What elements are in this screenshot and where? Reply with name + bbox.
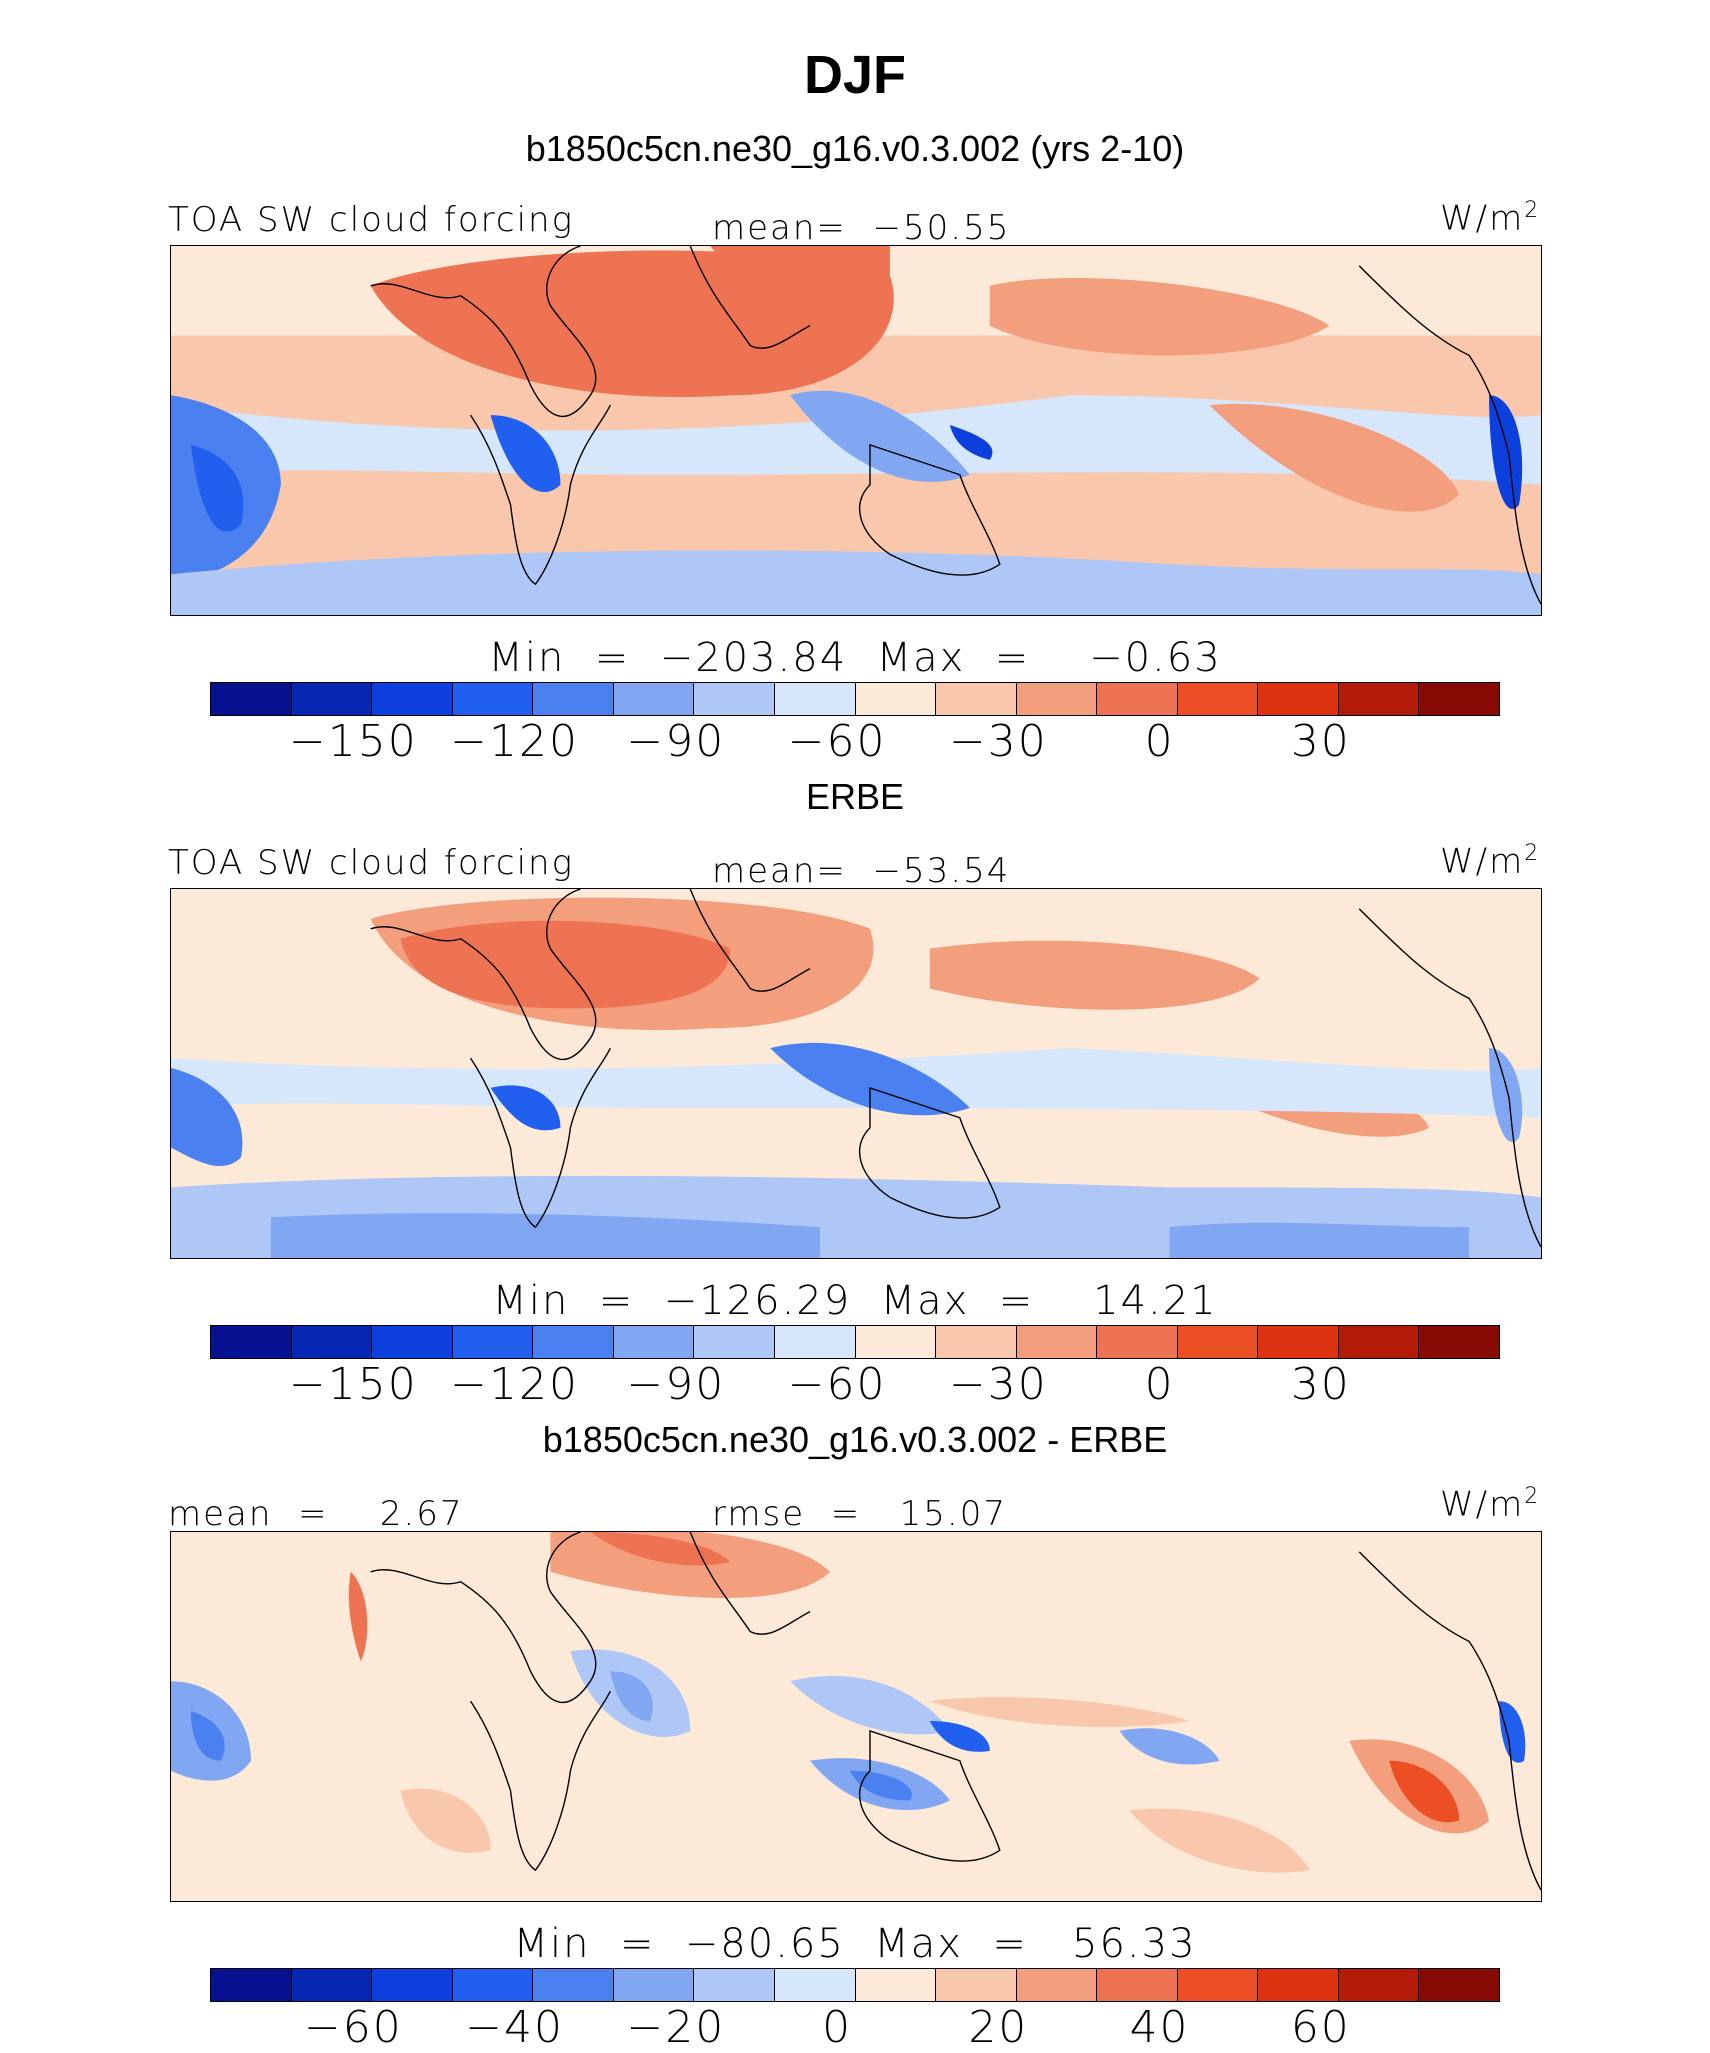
panel-1-mean-label: mean= −50.55	[712, 208, 1011, 248]
figure-title: DJF	[803, 45, 906, 105]
colorbar-segment	[774, 1326, 856, 1358]
colorbar-segment	[291, 1969, 373, 2001]
colorbar-segment	[1016, 1969, 1098, 2001]
panel-1-tick: 0	[1144, 716, 1175, 767]
colorbar-segment	[372, 1969, 453, 2001]
colorbar-segment	[855, 683, 937, 715]
colorbar-segment	[1419, 683, 1499, 715]
colorbar-segment	[774, 1969, 856, 2001]
panel-2-minmax: Min = −126.29 Max = 14.21	[492, 1278, 1218, 1324]
panel-1-tick: −120	[450, 716, 579, 767]
colorbar-segment	[936, 1326, 1017, 1358]
panel-3-colorbar-ticks: −60 −40 −20 0 20 40 60	[210, 2002, 1500, 2053]
panel-2-units: W/m2	[1440, 841, 1541, 882]
panel-2-tick: −90	[626, 1359, 726, 1410]
panel-3-map	[170, 1531, 1542, 1902]
panel-1-title: b1850c5cn.ne30_g16.v0.3.002 (yrs 2-10)	[525, 128, 1185, 169]
panel-3-tick: −20	[626, 2002, 726, 2053]
colorbar-segment	[694, 1969, 775, 2001]
panel-1-units: W/m2	[1440, 198, 1541, 239]
panel-2-tick: 0	[1144, 1359, 1175, 1410]
panel-2-title: ERBE	[805, 776, 905, 817]
colorbar-segment	[291, 683, 373, 715]
colorbar-segment	[1258, 1969, 1339, 2001]
colorbar-segment	[211, 1969, 292, 2001]
colorbar-segment	[1258, 1326, 1339, 1358]
colorbar-segment	[855, 1969, 937, 2001]
panel-3-minmax: Min = −80.65 Max = 56.33	[513, 1921, 1197, 1967]
colorbar-segment	[1097, 1326, 1178, 1358]
panel-2-colorbar-ticks: −150 −120 −90 −60 −30 0 30	[210, 1359, 1500, 1410]
panel-2-colorbar	[210, 1325, 1500, 1359]
colorbar-segment	[291, 1326, 373, 1358]
panel-3-tick: 20	[968, 2002, 1029, 2053]
colorbar-segment	[613, 1326, 695, 1358]
panel-2-variable-label: TOA SW cloud forcing	[168, 843, 574, 883]
panel-3-tick: −60	[303, 2002, 403, 2053]
colorbar-segment	[452, 1326, 534, 1358]
colorbar-segment	[936, 683, 1017, 715]
panel-1-tick: −90	[626, 716, 726, 767]
colorbar-segment	[1097, 683, 1178, 715]
panel-2-tick: −120	[450, 1359, 579, 1410]
colorbar-segment	[1177, 1326, 1259, 1358]
panel-2-tick: 30	[1290, 1359, 1351, 1410]
colorbar-segment	[1016, 1326, 1098, 1358]
panel-1-minmax: Min = −203.84 Max = −0.63	[488, 635, 1222, 681]
panel-1-variable-label: TOA SW cloud forcing	[168, 200, 574, 240]
colorbar-segment	[613, 683, 695, 715]
panel-3-tick: 40	[1129, 2002, 1190, 2053]
panel-1-colorbar-ticks: −150 −120 −90 −60 −30 0 30	[210, 716, 1500, 767]
colorbar-segment	[452, 683, 534, 715]
colorbar-segment	[372, 683, 453, 715]
panel-3-tick: −40	[465, 2002, 564, 2053]
colorbar-segment	[533, 683, 614, 715]
panel-2-map	[170, 888, 1542, 1259]
colorbar-segment	[211, 683, 292, 715]
colorbar-segment	[1338, 1969, 1420, 2001]
panel-1-map	[170, 245, 1542, 616]
colorbar-segment	[774, 683, 856, 715]
panel-3-tick: 0	[822, 2002, 853, 2053]
colorbar-segment	[1419, 1326, 1499, 1358]
colorbar-segment	[372, 1326, 453, 1358]
panel-3-tick: 60	[1290, 2002, 1351, 2053]
panel-2-tick: −60	[787, 1359, 887, 1410]
colorbar-segment	[936, 1969, 1017, 2001]
colorbar-segment	[855, 1326, 937, 1358]
colorbar-segment	[694, 1326, 775, 1358]
colorbar-segment	[1338, 683, 1420, 715]
panel-1-colorbar	[210, 682, 1500, 716]
colorbar-segment	[1338, 1326, 1420, 1358]
panel-1-tick: −30	[948, 716, 1048, 767]
panel-3-mean-label: mean = 2.67	[168, 1494, 464, 1534]
panel-3-colorbar	[210, 1968, 1500, 2002]
panel-1-tick: −150	[288, 716, 418, 767]
panel-1-tick: −60	[787, 716, 887, 767]
panel-3-title: b1850c5cn.ne30_g16.v0.3.002 - ERBE	[542, 1419, 1168, 1460]
colorbar-segment	[1177, 683, 1259, 715]
colorbar-segment	[1177, 1969, 1259, 2001]
colorbar-segment	[211, 1326, 292, 1358]
panel-2-tick: −30	[948, 1359, 1048, 1410]
panel-1-tick: 30	[1290, 716, 1351, 767]
colorbar-segment	[533, 1326, 614, 1358]
colorbar-segment	[452, 1969, 534, 2001]
panel-3-rmse-label: rmse = 15.07	[712, 1494, 1007, 1534]
colorbar-segment	[1097, 1969, 1178, 2001]
panel-2-mean-label: mean= −53.54	[712, 851, 1011, 891]
colorbar-segment	[694, 683, 775, 715]
colorbar-segment	[1258, 683, 1339, 715]
colorbar-segment	[613, 1969, 695, 2001]
colorbar-segment	[1419, 1969, 1499, 2001]
panel-2-tick: −150	[288, 1359, 418, 1410]
colorbar-segment	[533, 1969, 614, 2001]
colorbar-segment	[1016, 683, 1098, 715]
panel-3-units: W/m2	[1440, 1484, 1541, 1525]
